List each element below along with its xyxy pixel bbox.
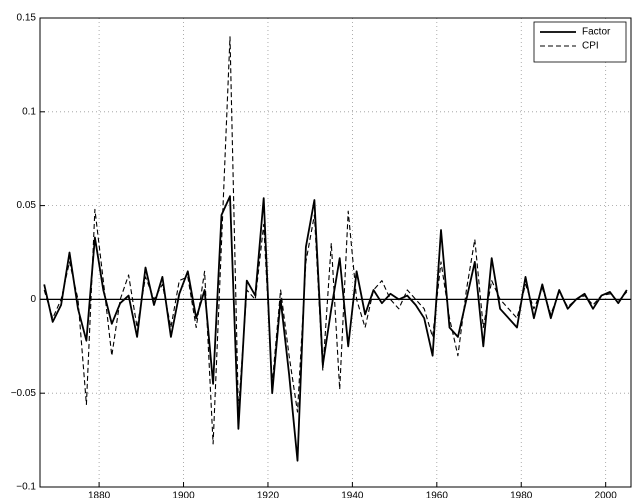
y-tick-label: −0.1	[16, 482, 36, 493]
legend-label: Factor	[582, 27, 611, 38]
y-tick-label: 0.1	[22, 106, 36, 117]
y-tick-label: 0.15	[17, 13, 37, 24]
x-tick-label: 1880	[88, 491, 111, 498]
legend-label: CPI	[582, 41, 599, 52]
x-tick-label: 1900	[172, 491, 195, 498]
y-tick-label: 0	[30, 294, 36, 305]
x-tick-label: 1960	[426, 491, 449, 498]
y-tick-label: −0.05	[11, 388, 37, 399]
plot-frame	[39, 17, 632, 488]
x-tick-label: 1940	[341, 491, 364, 498]
x-tick-label: 2000	[595, 491, 618, 498]
x-tick-label: 1920	[257, 491, 280, 498]
series-line	[43, 36, 628, 445]
legend-box	[533, 21, 627, 63]
series-line	[43, 195, 628, 462]
x-tick-label: 1980	[510, 491, 533, 498]
y-tick-label: 0.05	[17, 200, 37, 211]
